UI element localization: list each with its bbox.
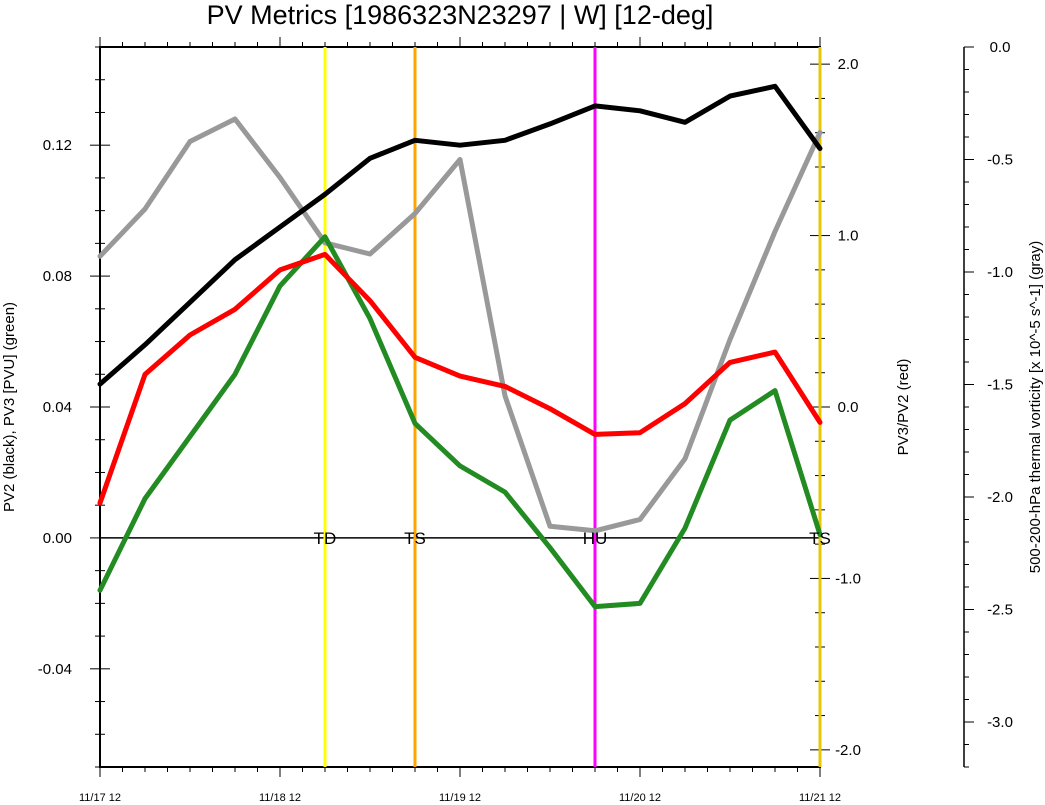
x-tick-label: 11/19 12 (439, 792, 481, 804)
series-line (97, 251, 823, 506)
x-tick-label: 11/20 12 (619, 792, 661, 804)
x-tick-label: 11/21 12 (799, 792, 841, 804)
x-tick-label: 11/18 12 (259, 792, 301, 804)
left-axis-label: PV2 (black), PV3 [PVU] (green) (1, 302, 18, 512)
left-tick-label: 0.12 (43, 137, 72, 154)
far-axis-label: 500-200-hPa thermal vorticity [x 10^-5 s… (1027, 241, 1044, 574)
right-tick-label: -1.0 (835, 570, 861, 587)
right-axis-label: PV3/PV2 (red) (895, 359, 912, 456)
far-tick-label: -0.5 (987, 152, 1013, 169)
far-tick-label: 0.0 (990, 39, 1011, 56)
right-tick-label: 2.0 (838, 56, 859, 73)
x-tick-label: 11/17 12 (79, 792, 121, 804)
left-tick-label: 0.04 (43, 399, 72, 416)
far-tick-label: -1.0 (987, 264, 1013, 281)
plot-frame (99, 46, 821, 768)
event-label: TS (404, 529, 426, 548)
event-label: TS (809, 529, 831, 548)
series-line (97, 83, 823, 387)
right-tick-label: -2.0 (835, 742, 861, 759)
left-tick-label: -0.04 (38, 661, 72, 678)
left-tick-label: 0.00 (43, 530, 72, 547)
far-tick-label: -2.5 (987, 602, 1013, 619)
chart-title: PV Metrics [1986323N23297 | W] [12-deg] (207, 0, 714, 30)
left-tick-label: 0.08 (43, 268, 72, 285)
far-tick-label: -2.0 (987, 489, 1013, 506)
far-tick-label: -3.0 (987, 714, 1013, 731)
event-label: TD (314, 529, 337, 548)
series-line (97, 234, 823, 610)
far-tick-label: -1.5 (987, 377, 1013, 394)
right-tick-label: 0.0 (838, 399, 859, 416)
right-tick-label: 1.0 (838, 228, 859, 245)
event-label: HU (583, 529, 608, 548)
series-line (97, 116, 823, 534)
